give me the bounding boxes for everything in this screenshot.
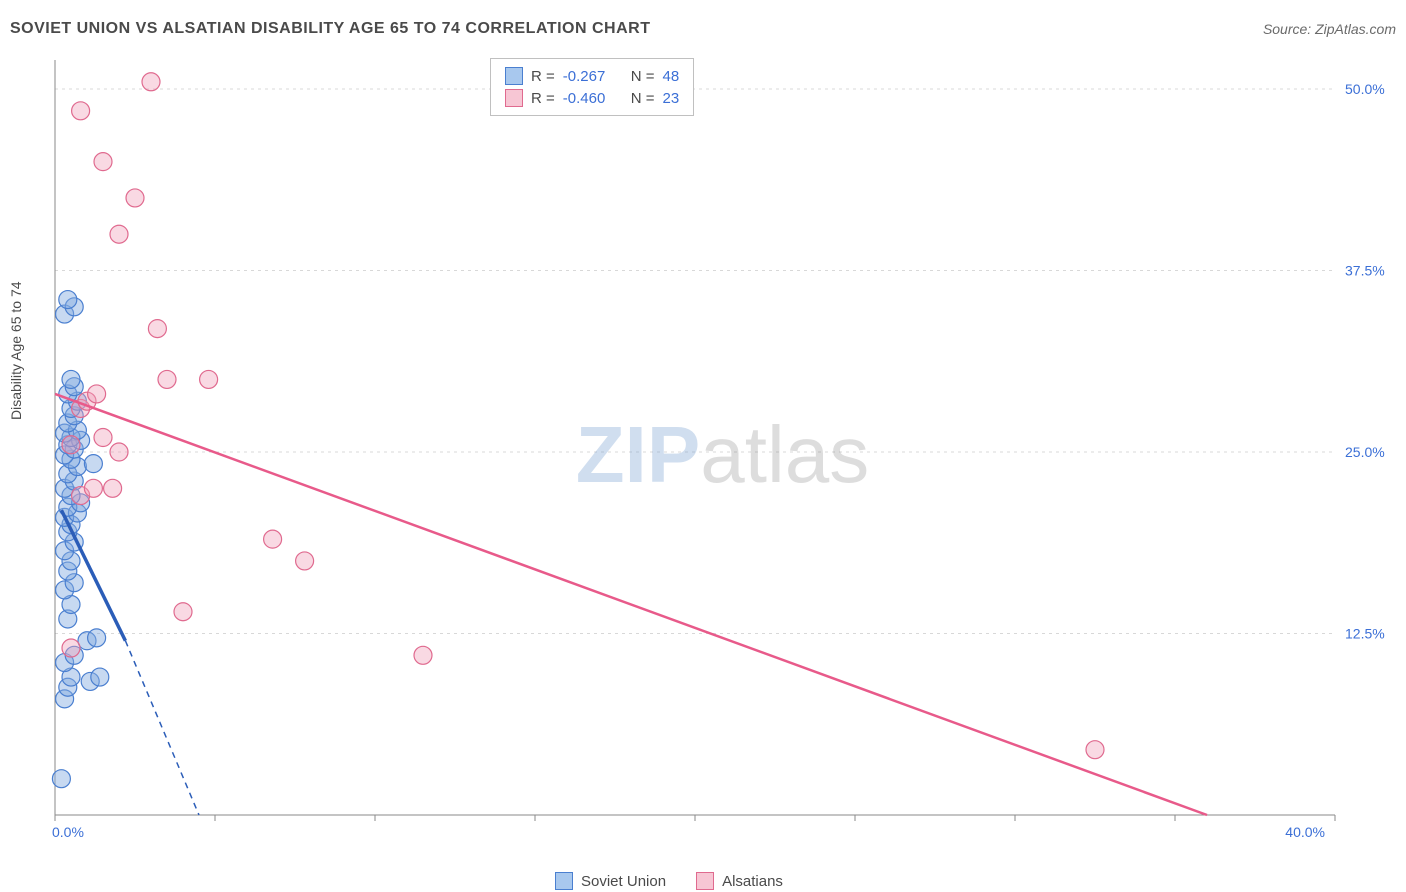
x-tick-label: 0.0% [52,824,84,840]
data-point-soviet_union [84,455,102,473]
y-tick-label: 37.5% [1345,263,1385,279]
data-point-alsatians [1086,741,1104,759]
r-label: R = [531,90,555,107]
data-point-alsatians [84,479,102,497]
y-tick-label: 50.0% [1345,81,1385,97]
trend-line-dashed-soviet_union [125,641,199,815]
data-point-alsatians [88,385,106,403]
scatter-plot: 12.5% 25.0% 37.5% 50.0% 0.0% 40.0% [50,55,1395,845]
n-value: 23 [663,90,680,107]
data-point-soviet_union [88,629,106,647]
n-label: N = [631,68,655,85]
chart-title: SOVIET UNION VS ALSATIAN DISABILITY AGE … [10,20,650,38]
legend-series-item: Alsatians [696,872,783,890]
data-point-alsatians [174,603,192,621]
r-label: R = [531,68,555,85]
data-point-alsatians [414,646,432,664]
data-point-alsatians [126,189,144,207]
x-tick-label: 40.0% [1285,824,1325,840]
legend-swatch [696,872,714,890]
data-point-alsatians [94,153,112,171]
data-point-alsatians [72,102,90,120]
y-tick-label: 12.5% [1345,626,1385,642]
data-point-alsatians [158,370,176,388]
legend-swatch [555,872,573,890]
y-tick-label: 25.0% [1345,444,1385,460]
data-point-alsatians [104,479,122,497]
legend-correlation-row: R = -0.460 N = 23 [505,87,679,109]
data-point-soviet_union [52,770,70,788]
y-axis-label: Disability Age 65 to 74 [8,281,24,420]
data-point-alsatians [110,443,128,461]
data-point-soviet_union [59,291,77,309]
legend-series-item: Soviet Union [555,872,666,890]
legend-swatch [505,67,523,85]
n-value: 48 [663,68,680,85]
data-point-soviet_union [62,370,80,388]
r-value: -0.460 [563,90,623,107]
source-attribution: Source: ZipAtlas.com [1263,21,1396,37]
legend-series-label: Soviet Union [581,873,666,890]
data-point-alsatians [296,552,314,570]
trend-line-alsatians [55,394,1207,815]
data-point-alsatians [110,225,128,243]
legend-series: Soviet Union Alsatians [555,872,783,890]
data-point-soviet_union [91,668,109,686]
r-value: -0.267 [563,68,623,85]
legend-correlation: R = -0.267 N = 48 R = -0.460 N = 23 [490,58,694,116]
legend-series-label: Alsatians [722,873,783,890]
data-point-alsatians [62,639,80,657]
data-point-alsatians [62,436,80,454]
data-point-alsatians [142,73,160,91]
data-point-alsatians [200,370,218,388]
legend-swatch [505,89,523,107]
data-point-alsatians [264,530,282,548]
n-label: N = [631,90,655,107]
chart-container: 12.5%25.0%37.5%50.0%0.0%40.0% ZIPatlas [50,55,1395,845]
data-point-alsatians [148,320,166,338]
data-point-alsatians [94,429,112,447]
legend-correlation-row: R = -0.267 N = 48 [505,65,679,87]
